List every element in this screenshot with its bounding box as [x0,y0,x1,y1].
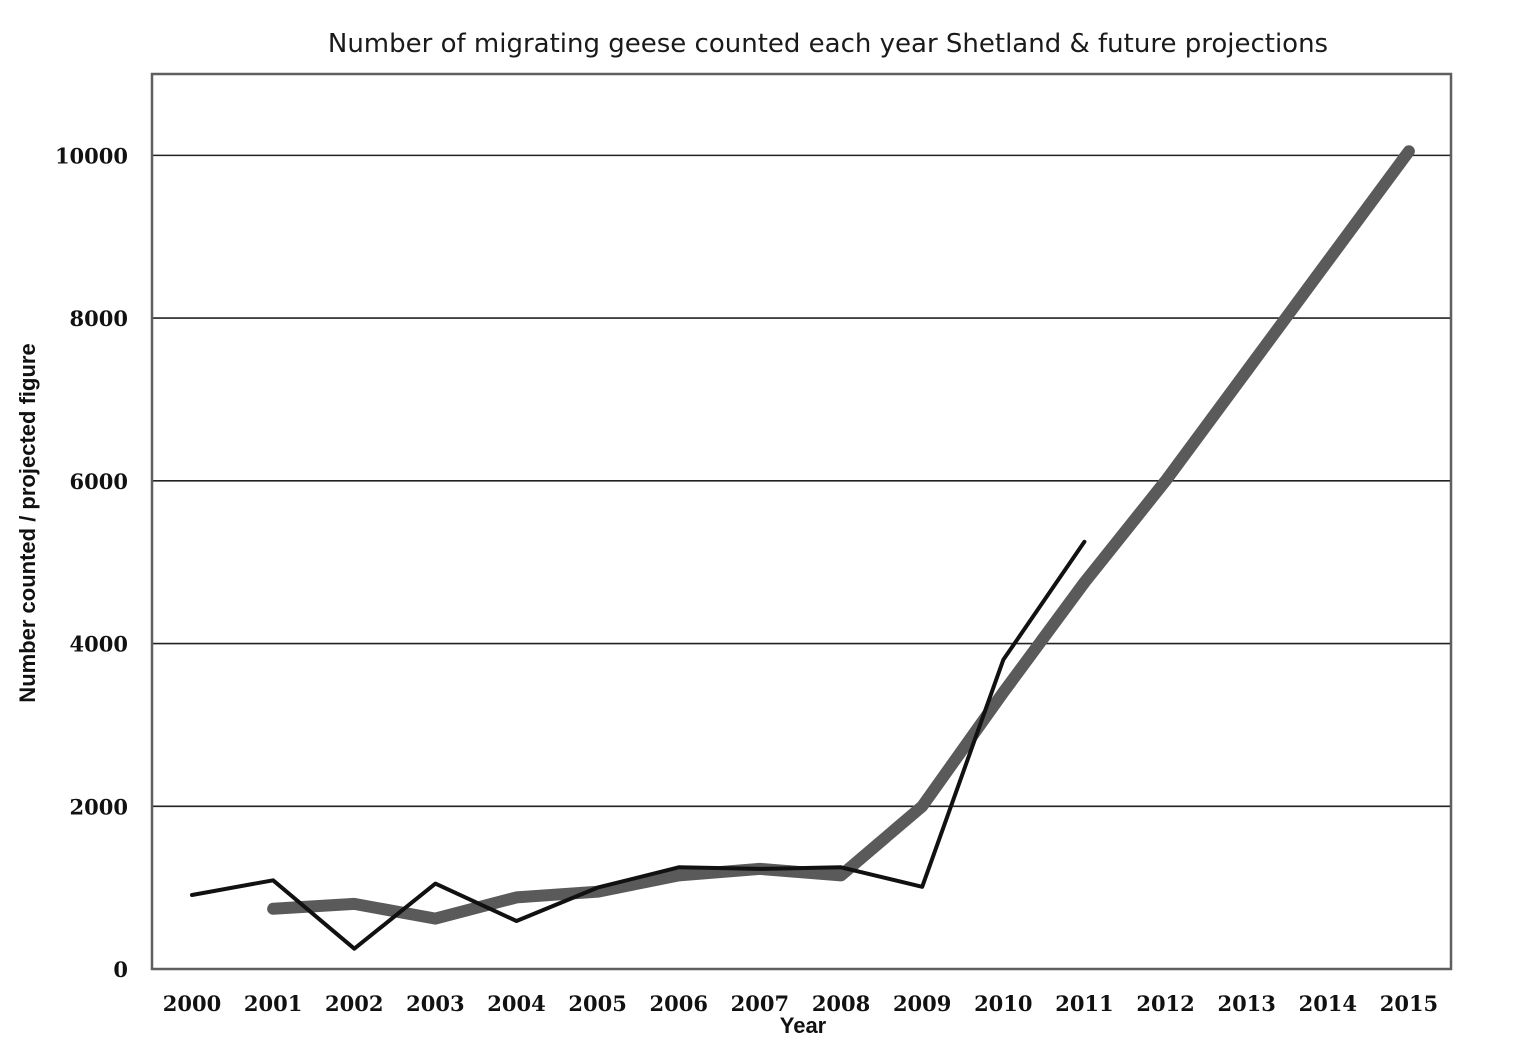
x-tick-label: 2000 [163,991,221,1016]
series-line-counted [190,539,1087,951]
x-tick-label: 2003 [406,991,464,1016]
x-tick-label: 2004 [487,991,545,1016]
y-axis-label: Number counted / projected figure [15,343,40,702]
chart-title: Number of migrating geese counted each y… [328,29,1328,59]
x-tick-label: 2010 [974,991,1032,1016]
y-tick-label: 8000 [70,306,128,331]
x-tick-label: 2006 [650,991,708,1016]
series-line-projection [267,145,1415,925]
x-tick-label: 2015 [1380,991,1438,1016]
x-tick-label: 2001 [244,991,302,1016]
plot-area-border [150,72,1453,971]
x-tick-label: 2002 [325,991,383,1016]
y-tick-label: 6000 [70,469,128,494]
x-tick-label: 2008 [812,991,870,1016]
y-tick-label: 10000 [55,143,128,168]
y-tick-label: 4000 [70,632,128,657]
x-tick-label: 2011 [1055,991,1113,1016]
x-tick-label: 2007 [731,991,789,1016]
x-axis-ticks: 2000 2001 2002 2003 2004 2005 2006 2007 2008 2009… [163,991,1438,1016]
series-lines [190,145,1415,951]
y-tick-label: 0 [113,957,128,982]
y-tick-label: 2000 [70,794,128,819]
x-tick-label: 2005 [568,991,626,1016]
gridlines [152,154,1451,808]
x-axis-label: Year [780,1013,827,1038]
x-tick-label: 2012 [1136,991,1194,1016]
x-tick-label: 2009 [893,991,951,1016]
x-tick-label: 2013 [1217,991,1275,1016]
y-axis-ticks: 0 2000 4000 6000 8000 10000 [55,143,128,982]
x-tick-label: 2014 [1299,991,1357,1016]
